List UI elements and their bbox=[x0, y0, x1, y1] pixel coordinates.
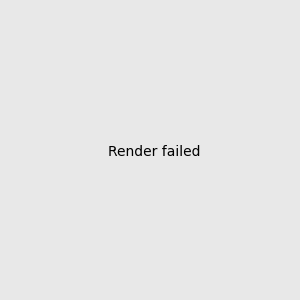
Text: Render failed: Render failed bbox=[107, 145, 200, 158]
